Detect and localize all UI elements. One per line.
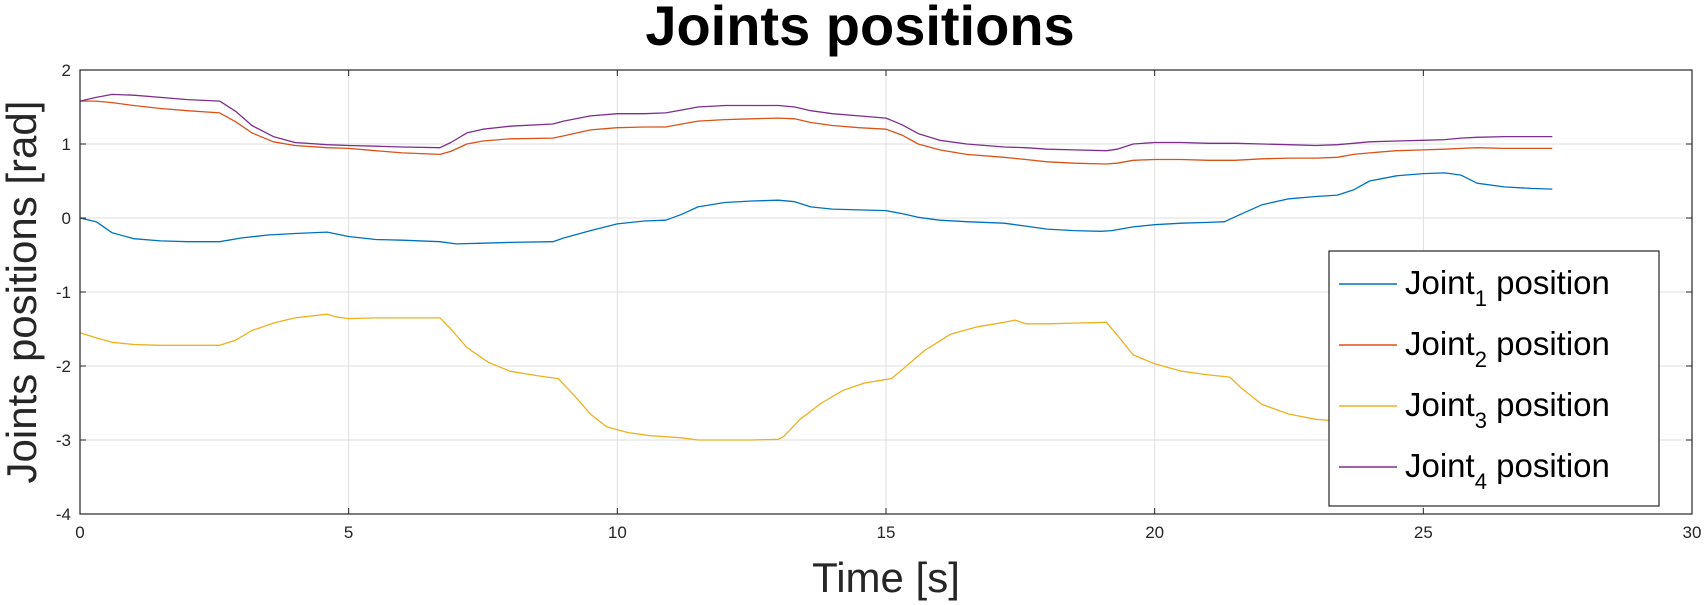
series-line-joint-2 xyxy=(80,100,1553,165)
axis-ticks: 0 5 10 15 20 25 30 -4 -3 -2 -1 0 1 2 xyxy=(56,61,1702,542)
legend-label-joint-3: Joint3 position xyxy=(1405,386,1610,433)
x-tick-label: 10 xyxy=(608,523,627,542)
y-tick-label: 1 xyxy=(62,135,71,154)
y-tick-label: -2 xyxy=(56,357,71,376)
y-tick-label: 0 xyxy=(62,209,71,228)
x-tick-label: 0 xyxy=(75,523,84,542)
plot-lines xyxy=(79,93,1553,441)
legend-label-joint-2: Joint2 position xyxy=(1405,325,1610,372)
legend: Joint1 position Joint2 position Joint3 pos… xyxy=(1328,250,1660,507)
x-axis-label: Time [s] xyxy=(812,554,960,601)
y-tick-label: -4 xyxy=(56,505,71,524)
chart-title: Joints positions xyxy=(645,0,1074,57)
series-line-joint-4 xyxy=(79,93,1553,152)
legend-label-joint-4: Joint4 position xyxy=(1405,447,1610,494)
legend-label-joint-1: Joint1 position xyxy=(1405,264,1610,311)
x-tick-label: 5 xyxy=(344,523,353,542)
y-axis-label: Joints positions [rad] xyxy=(0,101,45,484)
y-tick-label: 2 xyxy=(62,61,71,80)
x-tick-label: 20 xyxy=(1145,523,1164,542)
legend-box xyxy=(1328,250,1660,507)
series-line-joint-3 xyxy=(79,313,1343,441)
y-tick-label: -1 xyxy=(56,283,71,302)
x-tick-label: 25 xyxy=(1414,523,1433,542)
x-tick-label: 15 xyxy=(877,523,896,542)
x-tick-label: 30 xyxy=(1683,523,1702,542)
series-line-joint-1 xyxy=(79,172,1553,245)
y-tick-label: -3 xyxy=(56,431,71,450)
